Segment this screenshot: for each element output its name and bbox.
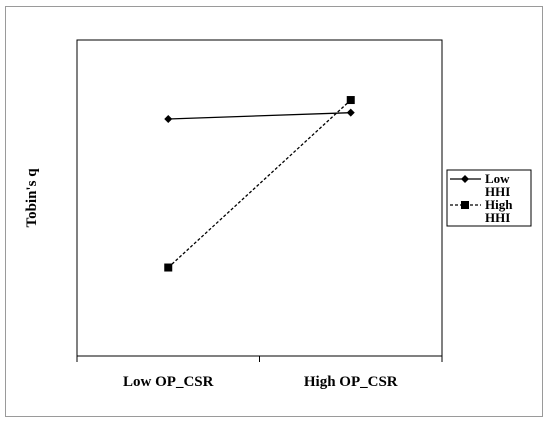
x-tick-label: High OP_CSR — [304, 374, 398, 390]
x-tick-label: Low OP_CSR — [123, 374, 214, 390]
data-point-diamond — [346, 108, 355, 117]
data-point-diamond — [461, 175, 469, 183]
chart-frame — [5, 6, 543, 417]
data-point-diamond — [164, 115, 173, 123]
data-point-square — [461, 201, 469, 209]
data-point-square — [164, 263, 173, 272]
legend-label: Low — [485, 171, 510, 186]
legend-label: HHI — [485, 210, 510, 225]
series-line-0 — [168, 112, 351, 120]
data-point-square — [346, 96, 355, 105]
chart-marks: Low OP_CSR High OP_CSR — [76, 96, 443, 390]
y-axis-title: Tobin's q — [24, 168, 40, 228]
legend-label: High — [485, 197, 513, 212]
legend-label: HHI — [485, 184, 510, 199]
series-line-1 — [167, 99, 352, 268]
plot-area — [76, 39, 443, 357]
